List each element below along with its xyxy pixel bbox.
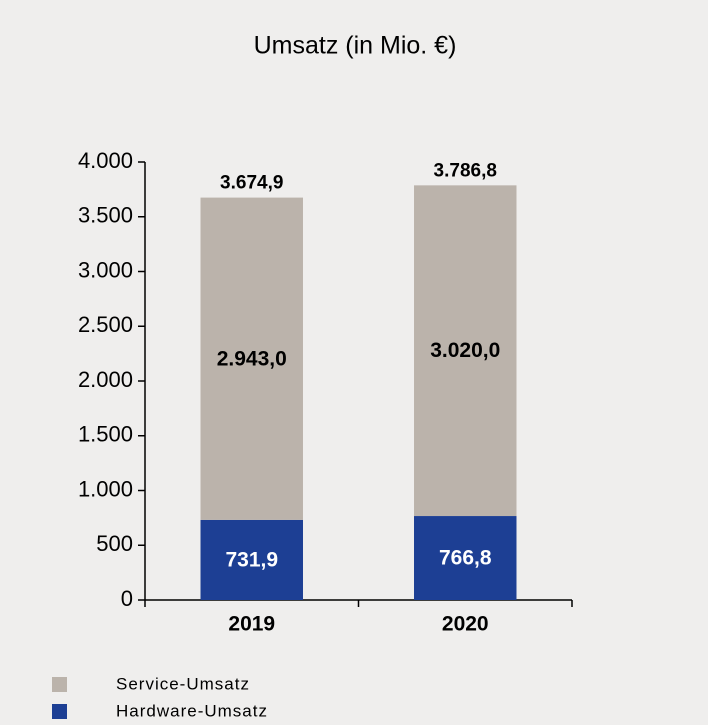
- total-label: 3.674,9: [220, 173, 283, 194]
- y-tick-label: 3.000: [78, 257, 133, 282]
- y-tick-label: 500: [96, 531, 133, 556]
- value-label: 2.943,0: [217, 347, 287, 370]
- value-label: 766,8: [439, 547, 492, 570]
- y-tick-label: 2.500: [78, 312, 133, 337]
- bar-segment: [200, 519, 303, 600]
- legend-label: Hardware-Umsatz: [116, 701, 268, 720]
- legend-swatch: [52, 677, 67, 692]
- total-label: 3.786,8: [434, 160, 497, 181]
- y-tick-label: 0: [121, 586, 133, 611]
- y-tick-label: 3.500: [78, 203, 133, 228]
- y-tick-label: 4.000: [78, 148, 133, 173]
- bar-segment: [414, 516, 517, 600]
- x-tick-label: 2020: [442, 613, 489, 636]
- y-tick-label: 1.000: [78, 476, 133, 501]
- bar-segment: [414, 185, 517, 517]
- bar-segment: [200, 197, 303, 520]
- value-label: 3.020,0: [430, 339, 500, 362]
- y-tick-label: 1.500: [78, 422, 133, 447]
- legend-swatch: [52, 704, 67, 719]
- value-label: 731,9: [225, 548, 278, 571]
- chart-title: Umsatz (in Mio. €): [254, 32, 457, 60]
- y-tick-label: 2.000: [78, 367, 133, 392]
- x-tick-label: 2019: [228, 613, 275, 636]
- legend-label: Service-Umsatz: [116, 674, 250, 693]
